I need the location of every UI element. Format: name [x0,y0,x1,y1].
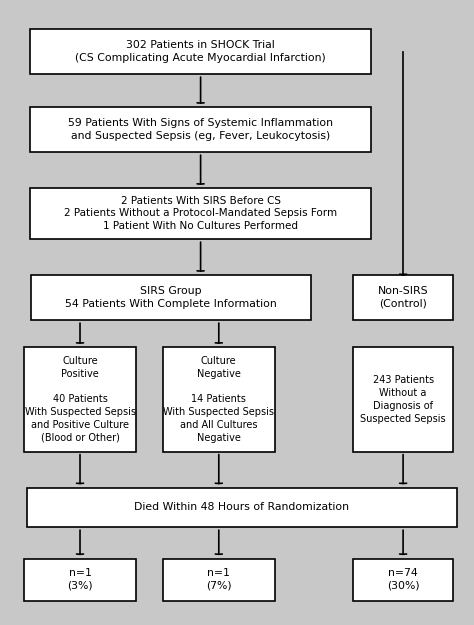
Text: n=74
(30%): n=74 (30%) [387,568,419,591]
Text: Non-SIRS
(Control): Non-SIRS (Control) [378,286,428,309]
FancyBboxPatch shape [24,559,136,601]
Text: 2 Patients With SIRS Before CS
2 Patients Without a Protocol-Mandated Sepsis For: 2 Patients With SIRS Before CS 2 Patient… [64,196,337,231]
FancyBboxPatch shape [353,559,453,601]
FancyBboxPatch shape [353,275,453,320]
FancyBboxPatch shape [31,275,311,320]
FancyBboxPatch shape [24,347,136,452]
Text: n=1
(7%): n=1 (7%) [206,568,232,591]
Text: Died Within 48 Hours of Randomization: Died Within 48 Hours of Randomization [134,503,349,512]
Text: Culture
Negative

14 Patients
With Suspected Sepsis
and All Cultures
Negative: Culture Negative 14 Patients With Suspec… [164,356,274,443]
FancyBboxPatch shape [27,488,456,527]
FancyBboxPatch shape [163,559,274,601]
FancyBboxPatch shape [353,347,453,452]
FancyBboxPatch shape [163,347,274,452]
Text: n=1
(3%): n=1 (3%) [67,568,93,591]
Text: 243 Patients
Without a
Diagnosis of
Suspected Sepsis: 243 Patients Without a Diagnosis of Susp… [360,375,446,424]
FancyBboxPatch shape [30,29,371,74]
FancyBboxPatch shape [30,188,371,239]
Text: SIRS Group
54 Patients With Complete Information: SIRS Group 54 Patients With Complete Inf… [65,286,277,309]
Text: Culture
Positive

40 Patients
With Suspected Sepsis
and Positive Culture
(Blood : Culture Positive 40 Patients With Suspec… [25,356,136,443]
Text: 59 Patients With Signs of Systemic Inflammation
and Suspected Sepsis (eg, Fever,: 59 Patients With Signs of Systemic Infla… [68,118,333,141]
FancyBboxPatch shape [30,107,371,152]
Text: 302 Patients in SHOCK Trial
(CS Complicating Acute Myocardial Infarction): 302 Patients in SHOCK Trial (CS Complica… [75,40,326,63]
